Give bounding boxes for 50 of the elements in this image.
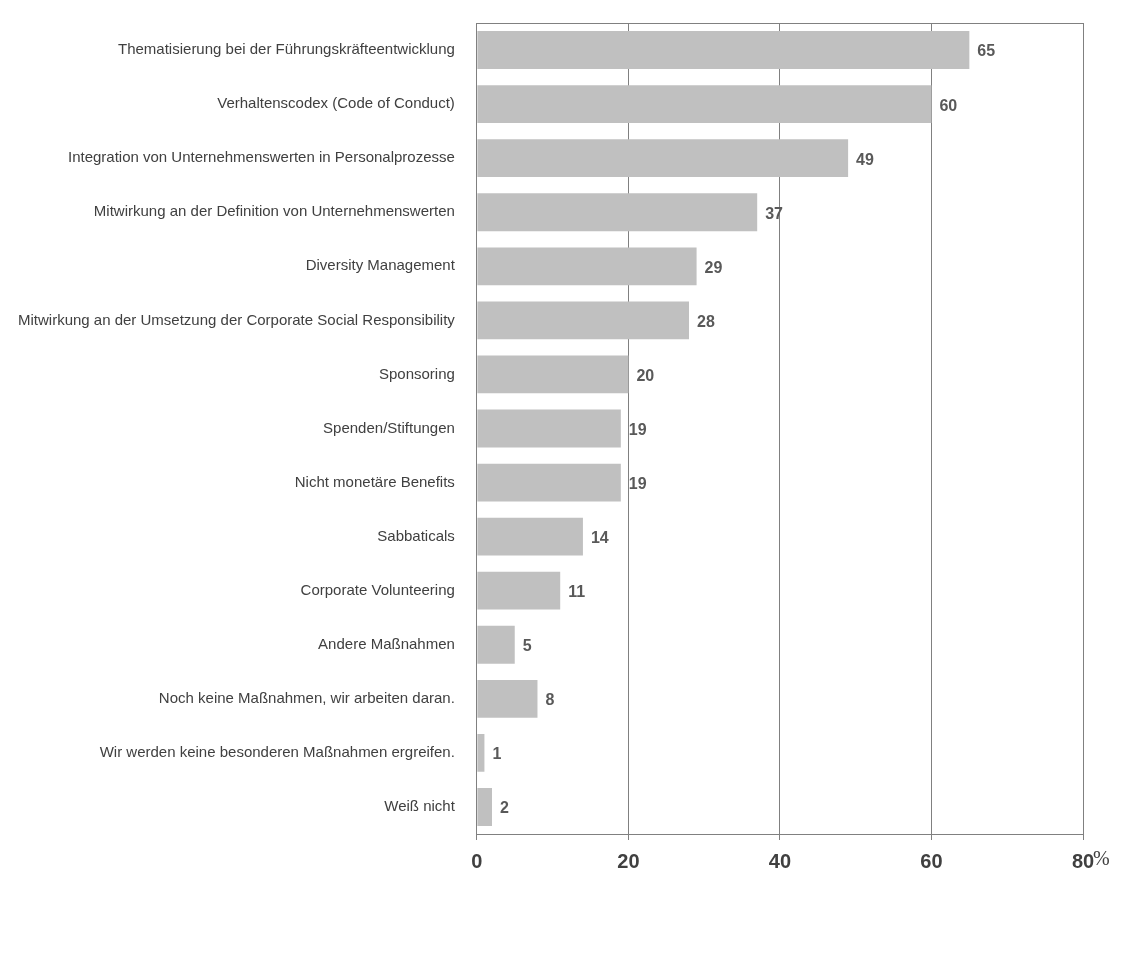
bar xyxy=(477,355,629,394)
data-label: 60 xyxy=(939,96,958,114)
y-tick-label: Corporate Volunteering xyxy=(300,580,455,598)
y-tick-label: Mitwirkung an der Umsetzung der Corporate Social Responsibility xyxy=(17,310,456,328)
bar xyxy=(477,571,561,610)
bar xyxy=(477,85,932,124)
bar xyxy=(477,679,538,718)
bar xyxy=(477,139,849,178)
data-label: 28 xyxy=(697,312,715,330)
y-tick-label: Andere Maßnahmen xyxy=(318,634,455,652)
data-label: 20 xyxy=(636,366,655,384)
data-label: 5 xyxy=(522,637,532,655)
bar xyxy=(477,247,697,286)
x-axis-title: % xyxy=(1093,847,1110,870)
y-tick-label: Sponsoring xyxy=(378,364,455,382)
bar xyxy=(477,301,690,340)
y-tick-label: Thematisierung bei der Führungskräfteentwicklung xyxy=(118,40,455,58)
x-tick-label: 20 xyxy=(617,849,640,872)
data-label: 8 xyxy=(545,691,555,709)
y-tick-label: Wir werden keine besonderen Maßnahmen ergreifen. xyxy=(99,743,455,761)
x-tick-label: 60 xyxy=(920,849,943,872)
y-tick-label: Nicht monetäre Benefits xyxy=(294,472,455,490)
data-label: 49 xyxy=(856,150,875,168)
data-label: 29 xyxy=(704,258,723,276)
y-tick-label: Mitwirkung an der Definition von Unternehmenswerten xyxy=(93,202,455,220)
data-label: 14 xyxy=(590,529,609,547)
y-tick-label: Weiß nicht xyxy=(384,797,456,815)
data-label: 1 xyxy=(492,745,502,763)
y-tick-label: Sabbaticals xyxy=(377,526,455,544)
x-tick-label: 0 xyxy=(471,849,483,872)
data-label: 19 xyxy=(628,474,647,492)
bar xyxy=(477,517,583,556)
bar xyxy=(477,625,515,664)
y-tick-label: Verhaltenscodex (Code of Conduct) xyxy=(217,94,455,112)
data-label: 19 xyxy=(628,420,647,438)
bar xyxy=(477,31,970,69)
data-label: 65 xyxy=(977,42,996,60)
bar xyxy=(477,193,758,232)
bar xyxy=(477,788,493,826)
bar xyxy=(477,463,621,502)
data-label: 2 xyxy=(500,799,510,817)
y-tick-label: Integration von Unternehmenswerten in Personalprozesse xyxy=(67,148,455,166)
bar xyxy=(477,733,485,772)
y-tick-label: Noch keine Maßnahmen, wir arbeiten daran. xyxy=(158,688,455,706)
data-label: 11 xyxy=(568,583,586,601)
y-tick-label: Diversity Management xyxy=(305,256,456,274)
bar xyxy=(477,409,621,448)
x-tick-label: 40 xyxy=(768,849,792,872)
x-tick-label: 80 xyxy=(1071,849,1095,872)
y-tick-label: Spenden/Stiftungen xyxy=(323,418,455,436)
